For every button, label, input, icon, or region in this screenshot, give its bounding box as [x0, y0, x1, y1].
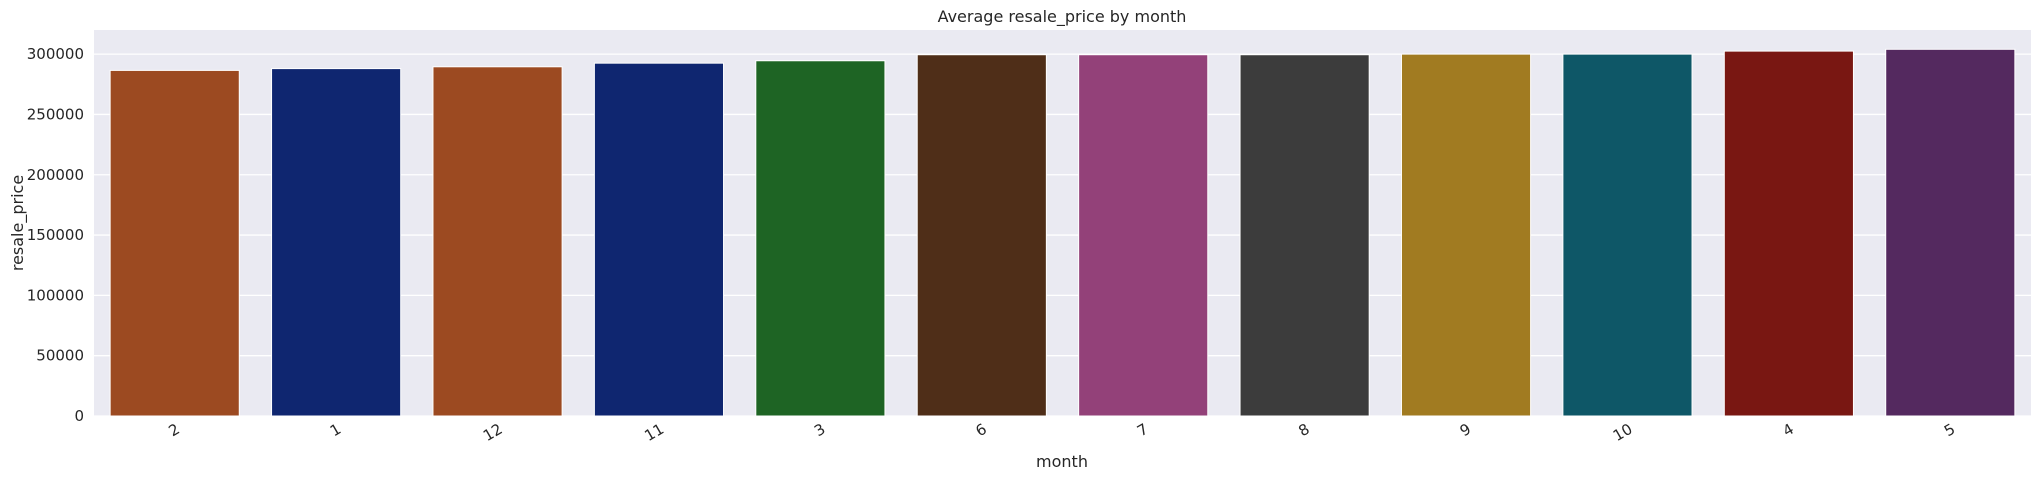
y-tick-label: 0	[74, 407, 84, 425]
bar-month-11	[593, 62, 725, 417]
x-tick-labels: 2 1 12 11 3 6 7 8 9 10 4 5	[165, 420, 1958, 445]
plot-area	[94, 30, 2031, 416]
bar-month-12	[432, 66, 563, 417]
bar-month-1	[271, 68, 402, 417]
bars	[109, 48, 2016, 417]
x-tick-label: 6	[973, 420, 990, 440]
y-tick-label: 150000	[27, 226, 84, 244]
grid-lines	[94, 53, 2031, 417]
bar-month-10	[1562, 53, 1693, 417]
x-axis-title: month	[1036, 452, 1088, 471]
x-tick-label: 12	[480, 420, 506, 445]
x-tick-label: 11	[641, 420, 667, 445]
y-tick-label: 100000	[27, 286, 84, 304]
x-tick-label: 10	[1610, 420, 1636, 445]
bar-month-3	[755, 60, 886, 417]
bar-month-8	[1239, 54, 1370, 417]
bar-month-2	[109, 69, 240, 417]
bar-month-6	[916, 54, 1047, 417]
y-tick-label: 300000	[27, 45, 84, 63]
bar-month-4	[1723, 50, 1854, 417]
y-tick-label: 200000	[27, 166, 84, 184]
chart-title: Average resale_price by month	[938, 7, 1187, 27]
y-tick-label: 250000	[27, 105, 84, 123]
x-tick-label: 8	[1295, 420, 1312, 440]
x-tick-label: 4	[1780, 420, 1797, 440]
x-tick-label: 2	[165, 420, 182, 440]
y-axis-title: resale_price	[8, 175, 28, 271]
bar-month-7	[1078, 54, 1209, 417]
x-tick-label: 5	[1941, 420, 1958, 440]
bar-month-9	[1400, 53, 1532, 417]
bar-month-5	[1885, 48, 2016, 417]
x-tick-label: 3	[811, 420, 828, 440]
x-tick-label: 1	[327, 420, 344, 440]
y-tick-label: 50000	[36, 347, 84, 365]
y-tick-labels: 0 50000 100000 150000 200000 250000 300000	[27, 45, 84, 425]
x-tick-label: 9	[1457, 420, 1474, 440]
x-tick-label: 7	[1134, 420, 1151, 440]
